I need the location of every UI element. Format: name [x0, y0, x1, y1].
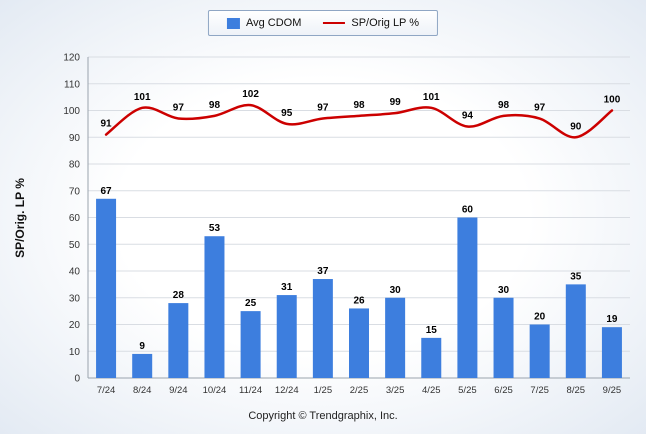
bar-value-label: 20	[534, 312, 546, 323]
legend-item-sp-orig-lp: SP/Orig LP %	[323, 17, 419, 29]
bar-value-label: 25	[245, 298, 257, 309]
y-axis-title: SP/Orig. LP %	[13, 178, 27, 258]
bar-value-label: 67	[101, 186, 113, 197]
bar-value-label: 15	[426, 325, 438, 336]
bar	[421, 337, 442, 378]
line-series-swatch	[323, 22, 346, 24]
x-tick-label: 2/25	[350, 385, 369, 396]
line-value-label: 94	[462, 111, 474, 122]
bar-value-label: 9	[139, 341, 145, 352]
x-tick-label: 6/25	[494, 385, 513, 396]
line-value-label: 97	[173, 103, 185, 114]
line-value-label: 102	[242, 89, 259, 100]
legend-item-avg-cdom: Avg CDOM	[226, 17, 302, 29]
bar	[349, 308, 369, 378]
line-value-label: 100	[604, 95, 621, 106]
bar	[168, 303, 189, 378]
bar	[240, 311, 261, 378]
line-value-label: 90	[570, 121, 582, 132]
bar-value-label: 30	[498, 285, 510, 296]
x-tick-label: 8/24	[133, 385, 152, 396]
bar	[96, 198, 117, 378]
y-tick-label: 0	[74, 374, 80, 385]
x-tick-label: 7/24	[97, 385, 116, 396]
x-tick-label: 1/25	[314, 385, 333, 396]
x-tick-label: 8/25	[567, 385, 586, 396]
line-value-label: 98	[353, 100, 365, 111]
x-tick-label: 9/24	[169, 385, 188, 396]
bar	[204, 236, 225, 378]
line-value-label: 101	[134, 92, 151, 103]
line-value-label: 95	[281, 108, 293, 119]
y-tick-label: 90	[69, 133, 81, 144]
x-tick-label: 3/25	[386, 385, 405, 396]
line-value-label: 97	[534, 103, 546, 114]
bar-value-label: 35	[570, 271, 582, 282]
line-value-label: 99	[390, 97, 402, 108]
y-tick-label: 100	[63, 106, 80, 117]
y-tick-label: 70	[69, 186, 81, 197]
x-tick-label: 12/24	[275, 385, 299, 396]
y-tick-label: 120	[63, 53, 80, 64]
y-tick-label: 60	[69, 213, 81, 224]
bar-series-swatch	[226, 17, 240, 29]
bar-value-label: 31	[281, 282, 293, 293]
line-value-label: 101	[423, 92, 440, 103]
bar-value-label: 60	[462, 205, 474, 216]
bar	[457, 217, 478, 378]
line-value-label: 98	[209, 100, 221, 111]
bar	[529, 324, 550, 378]
line-value-label: 98	[498, 100, 510, 111]
legend-label-avg-cdom: Avg CDOM	[245, 17, 302, 29]
bar-value-label: 28	[173, 290, 185, 301]
x-tick-label: 10/24	[203, 385, 227, 396]
bar	[276, 295, 297, 378]
trend-line	[104, 103, 614, 139]
y-tick-label: 40	[69, 267, 81, 278]
x-tick-label: 7/25	[530, 385, 549, 396]
x-tick-label: 9/25	[603, 385, 622, 396]
y-tick-label: 10	[69, 347, 81, 358]
y-tick-label: 30	[69, 293, 81, 304]
legend-label-sp-orig-lp: SP/Orig LP %	[351, 17, 420, 29]
bar-value-label: 37	[317, 266, 329, 277]
x-tick-label: 5/25	[458, 385, 477, 396]
bar-value-label: 19	[606, 314, 618, 325]
y-tick-label: 110	[64, 79, 80, 90]
bar	[385, 297, 406, 378]
line-value-label: 91	[101, 119, 113, 130]
x-tick-label: 4/25	[422, 385, 441, 396]
bar-value-label: 26	[353, 295, 365, 306]
bar	[601, 327, 622, 378]
chart-legend: Avg CDOM SP/Orig LP %	[207, 10, 439, 36]
bar	[565, 284, 586, 378]
y-tick-label: 50	[69, 240, 81, 251]
copyright-text: Copyright © Trendgraphix, Inc.	[248, 410, 398, 422]
bar	[493, 297, 514, 378]
y-tick-label: 80	[69, 160, 81, 171]
y-tick-label: 20	[69, 320, 81, 331]
bar	[132, 353, 153, 378]
bar-value-label: 53	[209, 223, 221, 234]
bar	[312, 279, 333, 378]
bar-value-label: 30	[390, 285, 402, 296]
x-tick-label: 11/24	[239, 385, 262, 396]
line-value-label: 97	[317, 103, 329, 114]
